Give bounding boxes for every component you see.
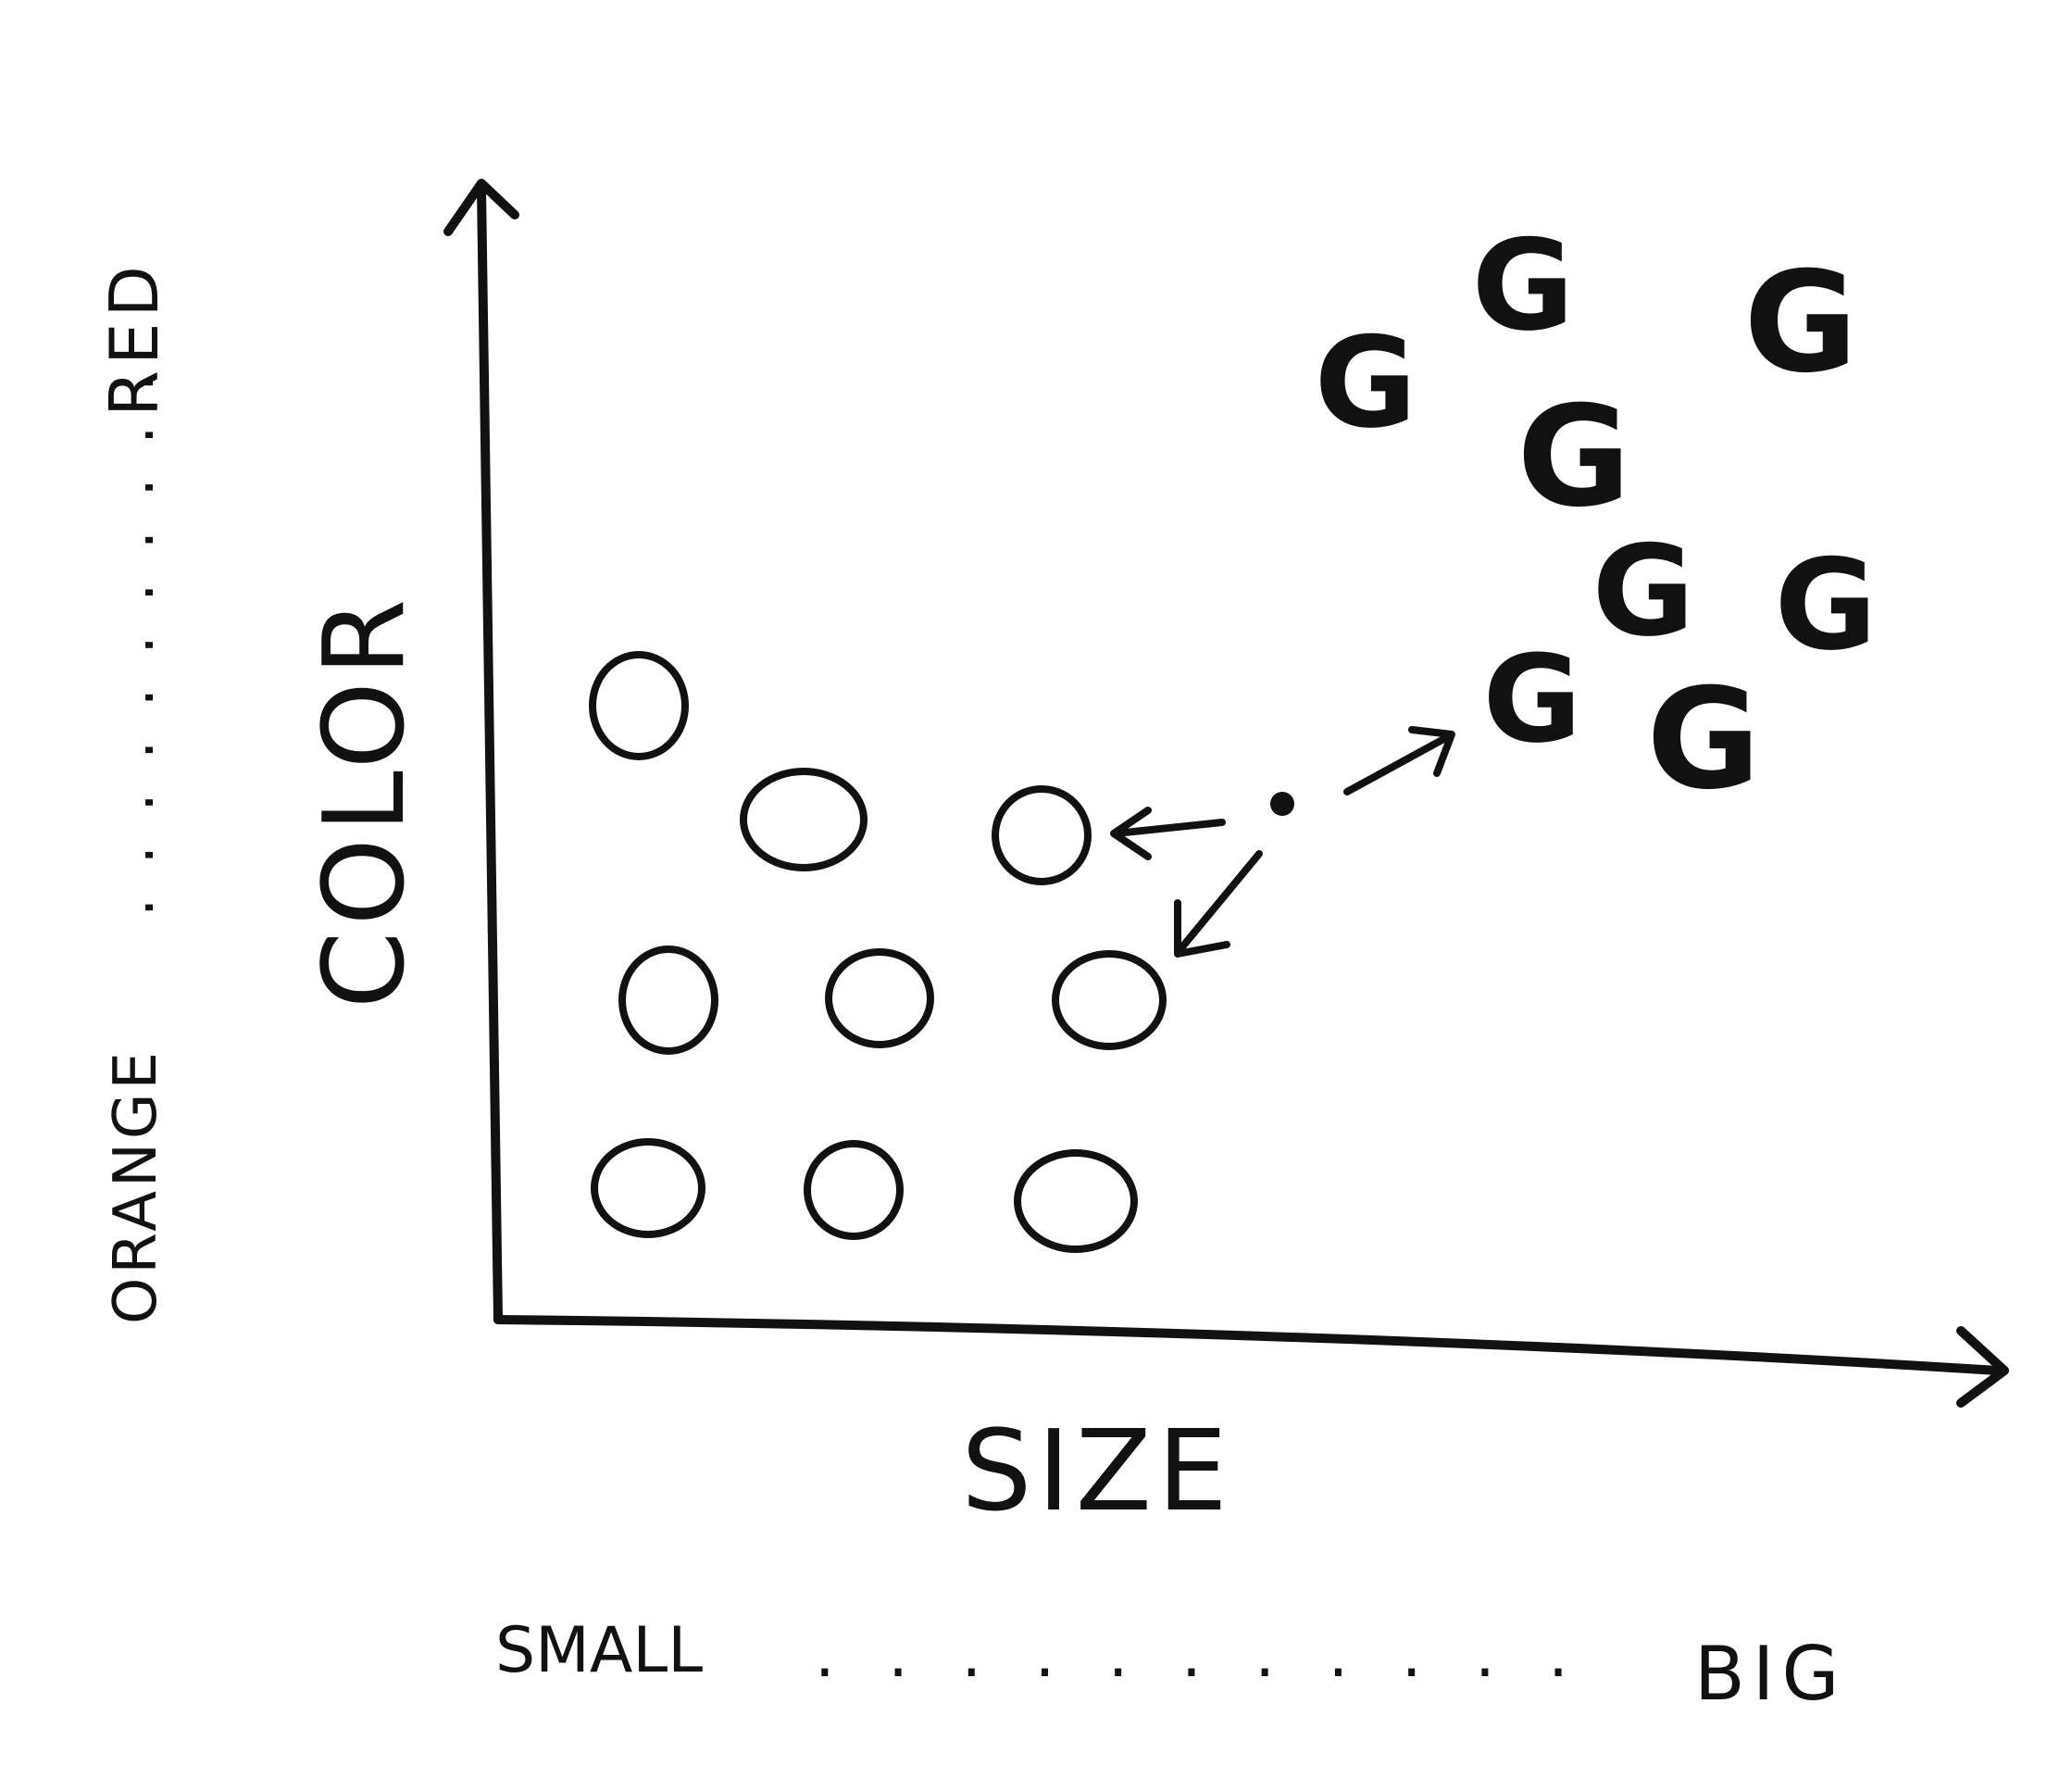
o-mark: [740, 768, 867, 871]
g-mark: G: [1315, 310, 1417, 456]
g-mark: G: [1592, 519, 1695, 664]
g-mark: G: [1517, 377, 1630, 538]
g-mark: G: [1775, 532, 1878, 678]
o-mark: [1014, 1149, 1138, 1253]
y-scale-high: RED: [95, 260, 173, 417]
y-axis-arrowhead: [443, 179, 519, 236]
y-scale-dots: . . . . . . . . . . .: [99, 366, 168, 917]
o-mark: [589, 651, 689, 760]
x-axis-arrowhead: [1956, 1326, 2009, 1408]
arrow-to-o-lower: [1177, 850, 1263, 953]
o-mark: [591, 1138, 705, 1238]
x-scale-low: SMALL: [495, 1614, 703, 1687]
g-mark: G: [1743, 243, 1857, 404]
y-scale-low: ORANGE: [102, 1048, 170, 1324]
o-group: [589, 651, 1167, 1253]
g-mark: G: [1483, 629, 1582, 770]
arrow-to-o-lower-head: [1174, 899, 1230, 958]
x-axis-title: SIZE: [961, 1408, 1233, 1536]
query-point: [1270, 792, 1294, 816]
o-mark: [1052, 950, 1167, 1050]
y-axis-line: [477, 185, 503, 1324]
x-scale-high: BIG: [1694, 1631, 1846, 1717]
x-axis-line: [493, 1315, 2003, 1375]
arrow-to-g: [1343, 733, 1453, 795]
o-mark: [992, 785, 1092, 885]
y-axis-title: COLOR: [301, 594, 430, 1009]
g-mark: G: [1646, 659, 1760, 820]
o-mark: [804, 1140, 904, 1240]
g-group: G G G G G G G G: [1315, 213, 1878, 820]
g-mark: G: [1472, 213, 1575, 358]
arrow-to-g-head: [1408, 726, 1455, 777]
arrow-to-o-left-head: [1110, 807, 1152, 860]
o-mark: [825, 948, 934, 1048]
neighbor-arrows: [1110, 726, 1455, 958]
x-scale-dots: . . . . . . . . . . .: [815, 1619, 1585, 1692]
o-mark: [618, 946, 718, 1055]
arrow-to-o-left: [1112, 819, 1226, 837]
